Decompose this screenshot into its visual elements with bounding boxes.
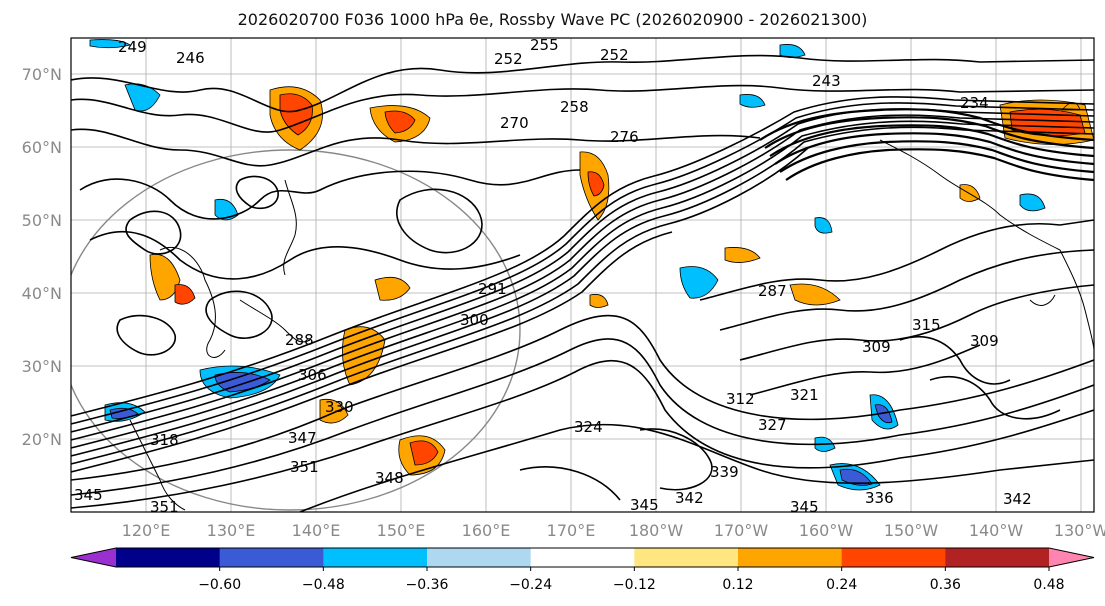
- colorbar-tick-label: 0.24: [826, 577, 857, 593]
- lon-label: 170°E: [547, 521, 596, 540]
- lat-label: 50°N: [22, 211, 62, 230]
- coastlines: [129, 139, 1094, 511]
- lat-label: 70°N: [22, 65, 62, 84]
- contour-label: 318: [150, 431, 179, 449]
- lon-label: 150°E: [377, 521, 426, 540]
- contour-label: 312: [726, 390, 755, 408]
- contour-label: 246: [176, 49, 205, 67]
- contour-label: 309: [970, 332, 999, 350]
- colorbar-segment: [530, 548, 635, 567]
- contour-label: 345: [74, 486, 103, 504]
- colorbar-tick-label: 0.48: [1033, 577, 1064, 593]
- colorbar-segment: [738, 548, 843, 567]
- colorbar-tick-label: 0.12: [722, 577, 753, 593]
- colorbar-tick-label: −0.24: [509, 577, 552, 593]
- colorbar-extend-low: [71, 548, 116, 567]
- lon-label: 130°W: [1054, 521, 1105, 540]
- contour-label: 336: [865, 489, 894, 507]
- contour-label: 300: [460, 311, 489, 329]
- longitude-labels: 120°E 130°E 140°E 150°E 160°E 170°E 180°…: [122, 521, 1105, 540]
- lat-label: 20°N: [22, 430, 62, 449]
- contour-label: 342: [675, 489, 704, 507]
- lon-label: 120°E: [122, 521, 171, 540]
- contour-label: 345: [790, 498, 819, 516]
- contour-label: 249: [118, 38, 147, 56]
- colorbar-segment: [945, 548, 1050, 567]
- colorbar-tick-label: −0.48: [302, 577, 345, 593]
- contour-label: 306: [298, 366, 327, 384]
- colorbar-extend-high: [1049, 548, 1094, 567]
- colorbar-ticks: −0.60 −0.48 −0.36 −0.24 −0.12 0.12 0.24 0.36 0.4…: [198, 567, 1065, 593]
- contour-label: 315: [912, 316, 941, 334]
- colorbar-segment: [219, 548, 324, 567]
- contour-label: 252: [494, 50, 523, 68]
- contour-label: 287: [758, 282, 787, 300]
- contour-label: 351: [290, 458, 319, 476]
- map-frame: [70, 37, 1095, 513]
- lon-label: 170°W: [714, 521, 769, 540]
- contour-label: 243: [812, 72, 841, 90]
- contour-label: 321: [790, 386, 819, 404]
- colorbar-tick-label: 0.36: [930, 577, 961, 593]
- colorbar-tick-label: −0.36: [406, 577, 449, 593]
- contour-labels: 249 246 255 252 252 243 270 276 258 234 …: [74, 36, 1032, 516]
- arctic-contour-bundle: [759, 108, 1094, 182]
- contour-label: 351: [150, 498, 179, 516]
- lon-label: 160°E: [462, 521, 511, 540]
- lon-label: 150°W: [884, 521, 939, 540]
- colorbar-segment: [116, 548, 221, 567]
- colorbar-segment: [427, 548, 532, 567]
- latitude-labels: 70°N 60°N 50°N 40°N 30°N 20°N: [22, 65, 62, 449]
- contour-label: 270: [500, 114, 529, 132]
- lat-label: 30°N: [22, 357, 62, 376]
- contour-label: 347: [288, 429, 317, 447]
- contour-label: 276: [610, 128, 639, 146]
- colorbar-segment: [323, 548, 428, 567]
- contour-label: 288: [285, 331, 314, 349]
- lat-label: 40°N: [22, 284, 62, 303]
- contour-label: 258: [560, 98, 589, 116]
- lon-label: 180°W: [629, 521, 684, 540]
- contour-label: 330: [325, 398, 354, 416]
- colorbar-tick-label: −0.12: [613, 577, 656, 593]
- contour-label: 327: [758, 416, 787, 434]
- lon-label: 140°E: [292, 521, 341, 540]
- contour-label: 291: [478, 280, 507, 298]
- range-circle: [71, 149, 521, 511]
- colorbar-tick-label: −0.60: [198, 577, 241, 593]
- contour-label: 324: [574, 418, 603, 436]
- map-title: 2026020700 F036 1000 hPa θe, Rossby Wave…: [237, 10, 868, 29]
- contour-label: 345: [630, 496, 659, 514]
- contour-label: 234: [960, 94, 989, 112]
- colorbar-segment: [841, 548, 946, 567]
- colorbar: [70, 547, 1095, 568]
- lon-label: 140°W: [969, 521, 1024, 540]
- contour-label: 342: [1003, 490, 1032, 508]
- contour-label: 309: [862, 338, 891, 356]
- map-panel: 249 246 255 252 252 243 270 276 258 234 …: [71, 36, 1094, 516]
- colorbar-segment: [634, 548, 739, 567]
- contour-label: 252: [600, 46, 629, 64]
- contour-label: 255: [530, 36, 559, 54]
- lat-label: 60°N: [22, 138, 62, 157]
- contour-label: 339: [710, 463, 739, 481]
- lon-label: 130°E: [207, 521, 256, 540]
- lon-label: 160°W: [799, 521, 854, 540]
- contour-label: 348: [375, 469, 404, 487]
